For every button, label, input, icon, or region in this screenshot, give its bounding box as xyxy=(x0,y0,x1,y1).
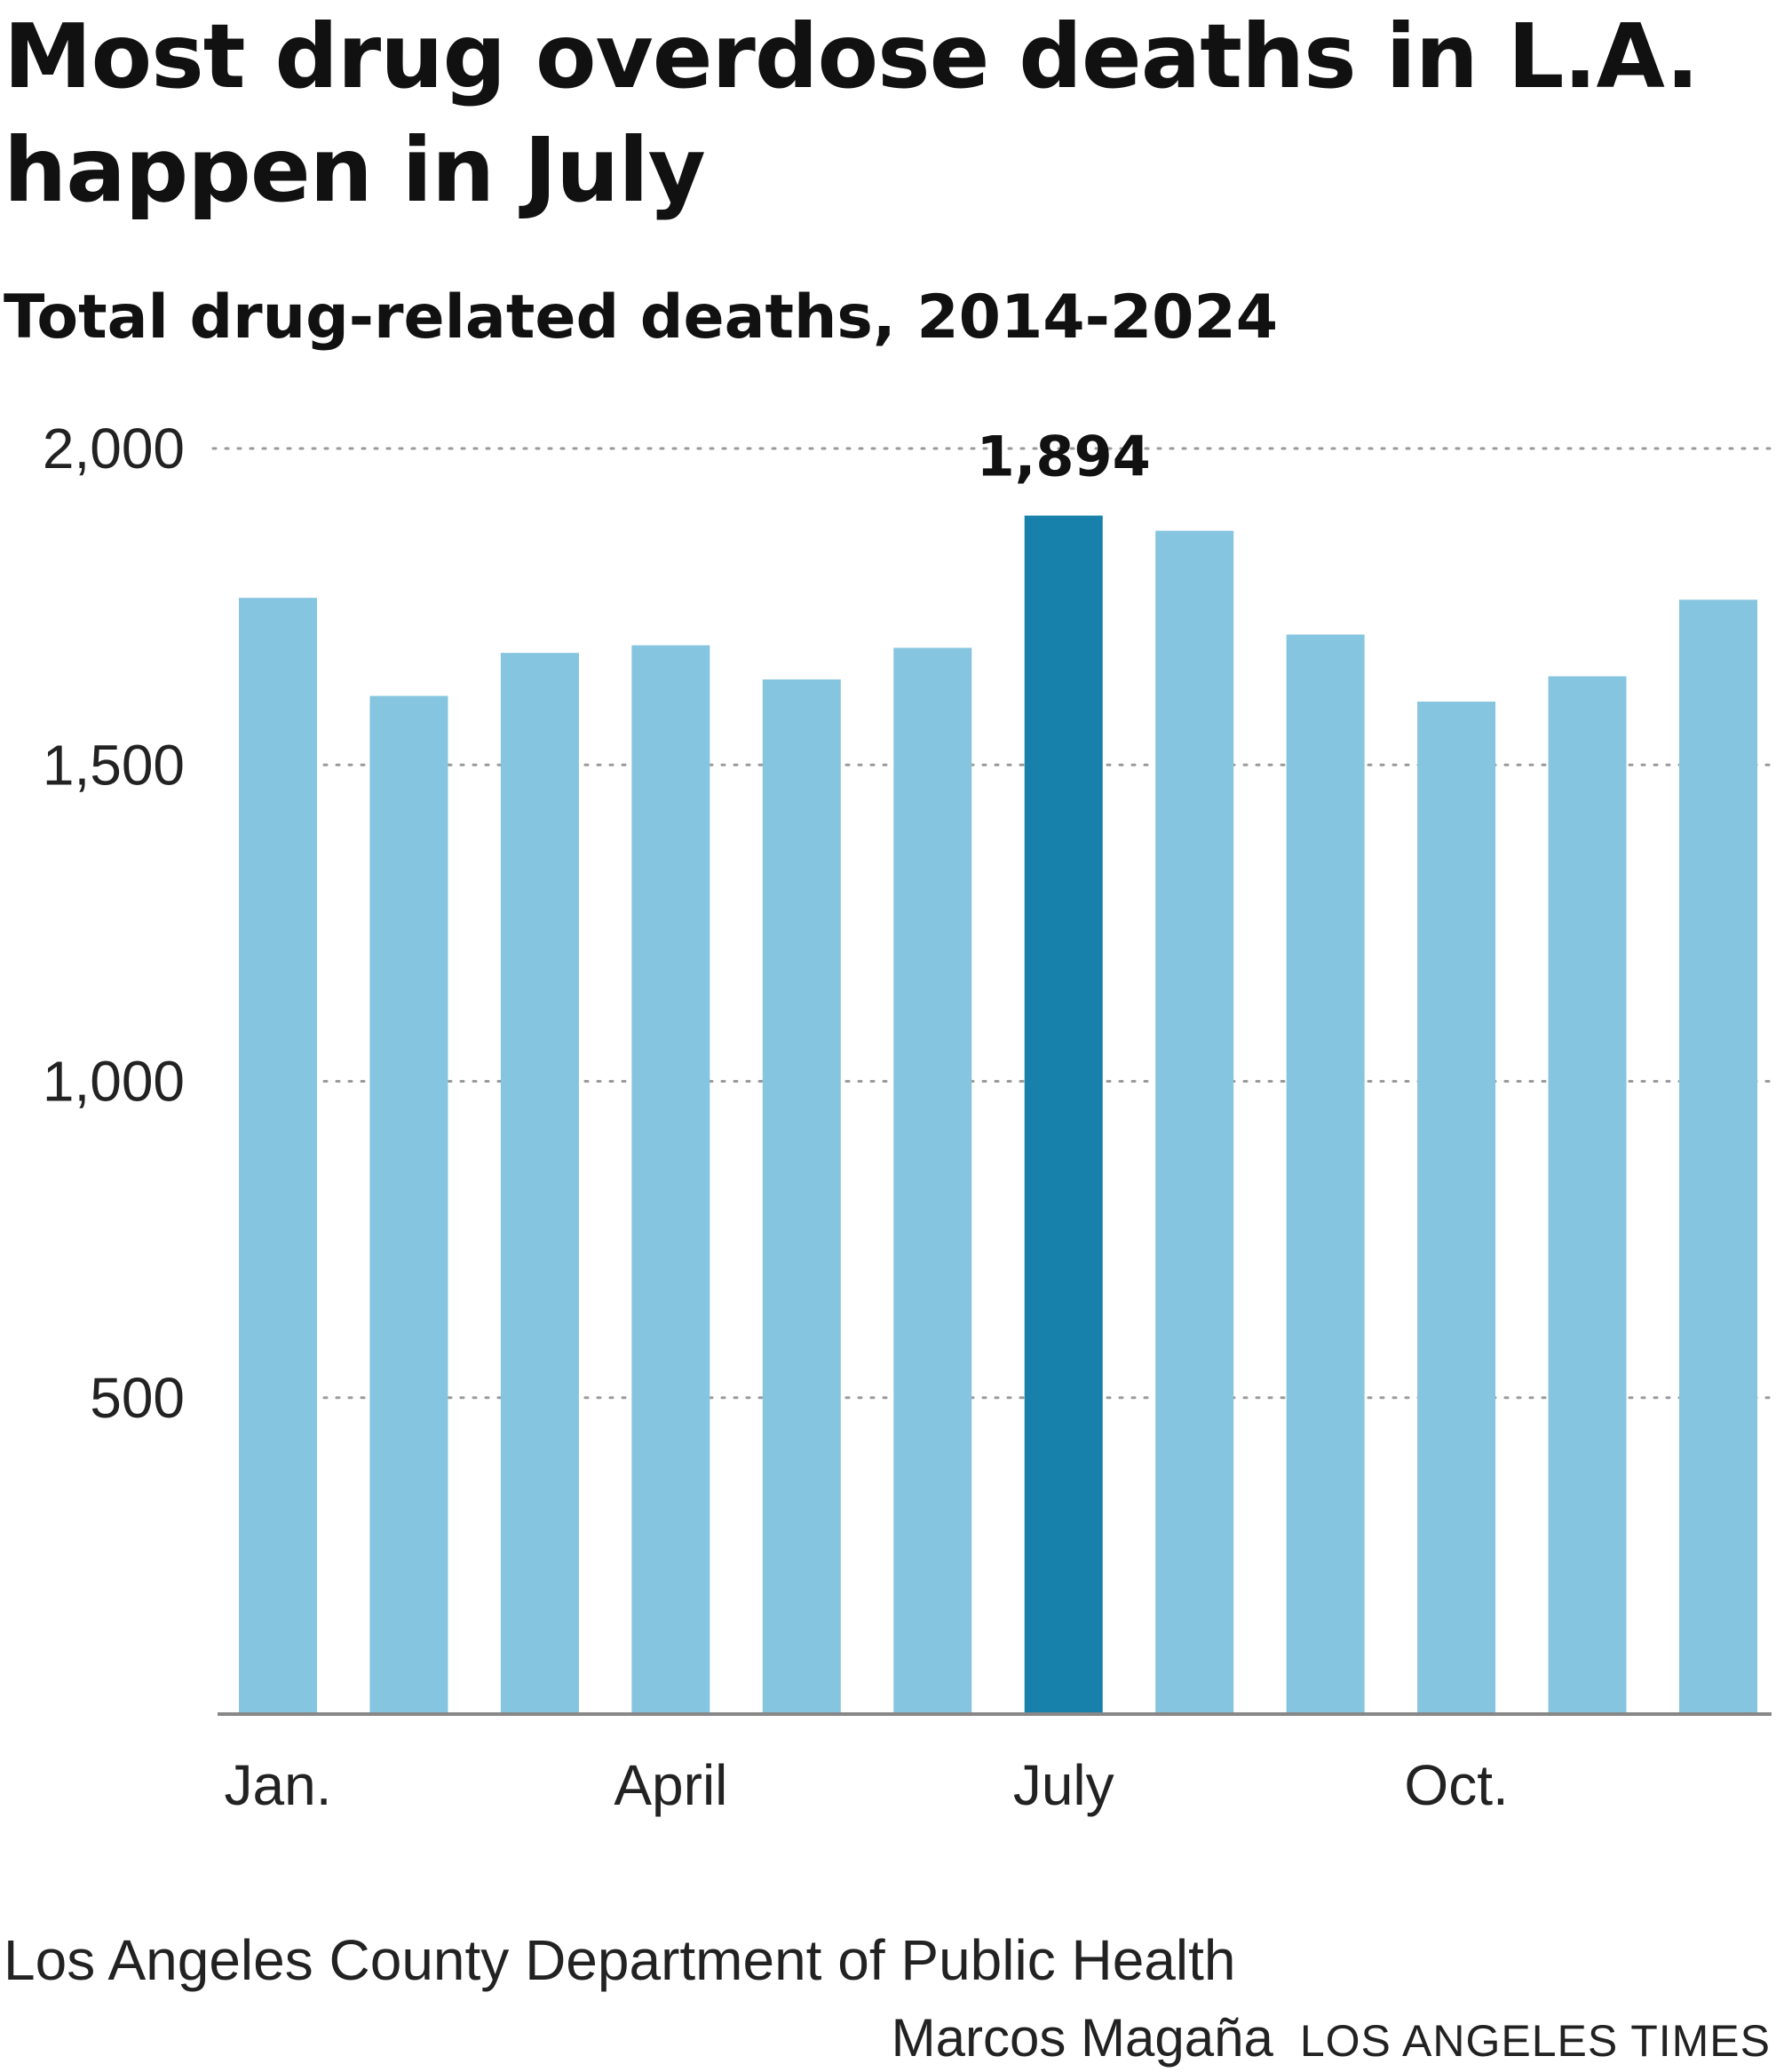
bar-dec xyxy=(1679,599,1757,1714)
organization-logo-text: LOS ANGELES TIMES xyxy=(1299,2016,1771,2066)
y-tick-label: 1,000 xyxy=(43,1050,185,1114)
author-credit: Marcos Magaña xyxy=(891,2008,1273,2068)
bar-jan xyxy=(239,598,317,1714)
chart-title: Most drug overdose deaths in L.A. happen… xyxy=(4,4,1700,222)
bar-chart: 500 1,000 1,500 2,000 Jan. April July Oct. 1,8… xyxy=(43,417,1773,1817)
data-label: 1,894 xyxy=(977,425,1151,489)
x-tick-label: April xyxy=(614,1753,727,1817)
x-tick-label: Jan. xyxy=(225,1753,332,1817)
y-axis-tick-labels: 500 1,000 1,500 2,000 xyxy=(43,417,185,1430)
bars xyxy=(239,515,1757,1715)
y-tick-label: 2,000 xyxy=(43,417,185,480)
y-tick-label: 500 xyxy=(90,1366,185,1430)
y-tick-label: 1,500 xyxy=(43,733,185,797)
chart-subtitle: Total drug-related deaths, 2014-2024 xyxy=(4,282,1279,353)
bar-july xyxy=(1024,515,1103,1714)
bar-aug xyxy=(1155,530,1234,1714)
bar-feb xyxy=(369,695,448,1714)
bar-sept xyxy=(1286,634,1365,1714)
bar-oct xyxy=(1417,702,1496,1714)
data-labels: 1,894 xyxy=(977,425,1151,489)
bar-may xyxy=(762,679,841,1714)
x-axis-tick-labels: Jan. April July Oct. xyxy=(225,1753,1509,1817)
bar-march xyxy=(500,653,579,1715)
bar-april xyxy=(631,645,710,1714)
bar-nov xyxy=(1548,676,1627,1714)
source-note: Los Angeles County Department of Public … xyxy=(4,1928,1236,1992)
credit-line: Marcos Magaña LOS ANGELES TIMES xyxy=(892,2007,1771,2072)
bar-june xyxy=(893,647,972,1714)
x-tick-label: Oct. xyxy=(1404,1753,1508,1817)
x-tick-label: July xyxy=(1013,1753,1114,1817)
